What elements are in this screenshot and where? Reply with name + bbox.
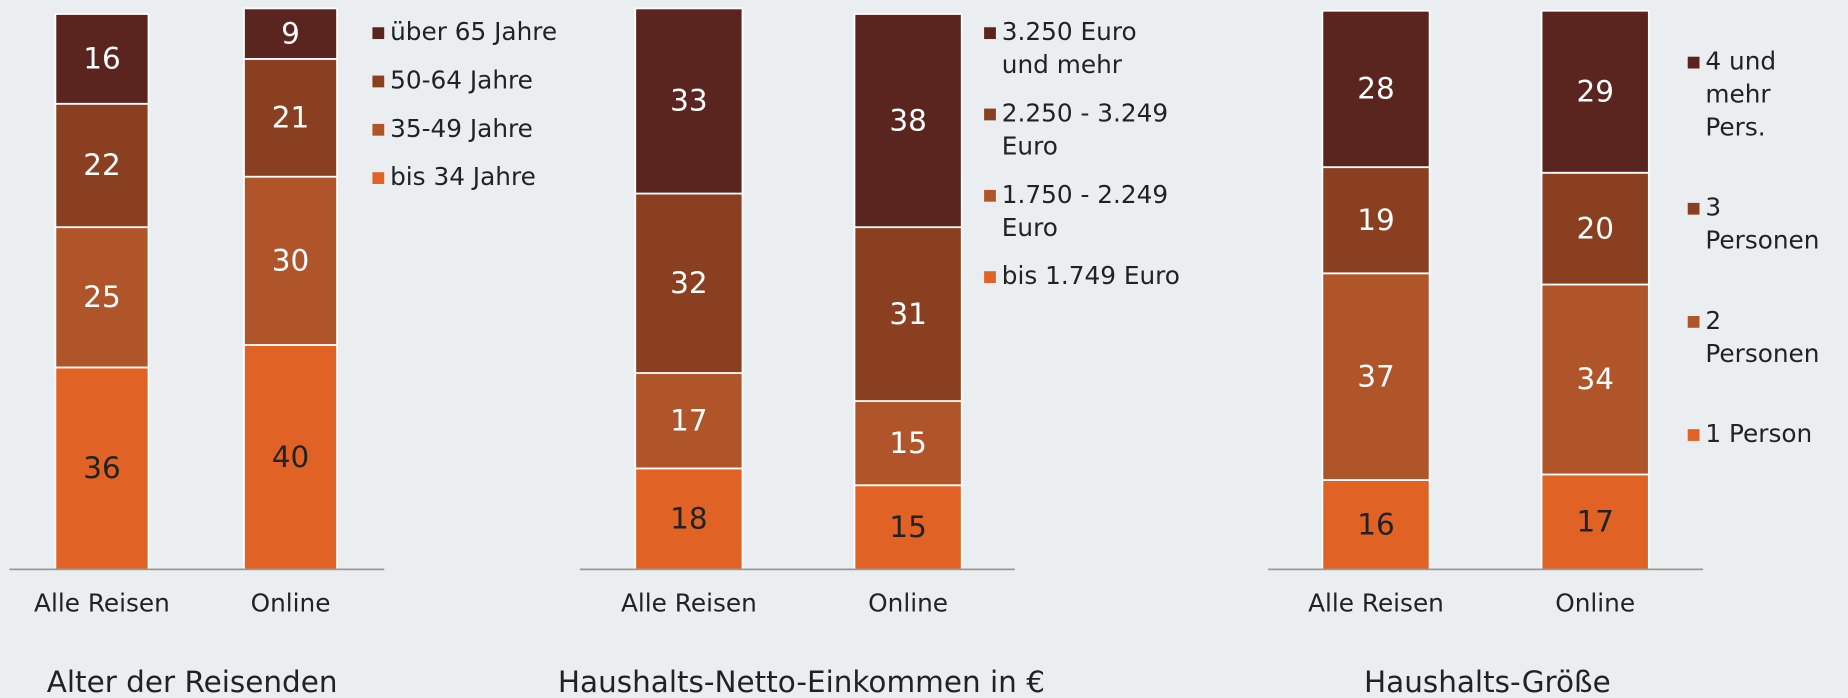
legend-marker: [984, 108, 996, 121]
bar-segment: [634, 467, 744, 571]
value-label: 37: [1357, 359, 1394, 393]
legend-label: bis 34 Jahre: [390, 162, 536, 191]
legend-marker: [1687, 56, 1700, 69]
legend-marker: [372, 27, 385, 40]
legend-marker: [1687, 316, 1700, 328]
value-label: 25: [83, 280, 120, 314]
bar-segment: [1540, 473, 1650, 571]
bar-segment: [1540, 9, 1650, 174]
value-label: 36: [83, 451, 120, 485]
bar-segment: [853, 484, 963, 571]
legend-marker: [984, 189, 996, 202]
value-label: 22: [83, 148, 120, 182]
x-tick-label: Alle Reisen: [1308, 589, 1444, 618]
legend-label: 3 Personen: [1705, 193, 1819, 255]
bar-segment: [1321, 9, 1431, 169]
bar-segment: [243, 57, 338, 178]
legend-marker: [372, 172, 385, 184]
legend-marker: [372, 75, 385, 88]
bar-segment: [54, 366, 150, 571]
legend-marker: [372, 123, 385, 136]
legend-label: 3.250 Euro und mehr: [1002, 17, 1145, 79]
value-label: 15: [889, 510, 926, 544]
legend-label: 2 Personen: [1705, 306, 1819, 368]
value-label: 17: [670, 403, 707, 437]
bar-segment: [1540, 283, 1650, 476]
legend-marker: [984, 271, 996, 283]
legend-label: 1.750 - 2.249 Euro: [1002, 180, 1176, 242]
legend-label: 50-64 Jahre: [390, 65, 533, 94]
bar-segment: [1321, 479, 1431, 571]
legend-label: bis 1.749 Euro: [1002, 261, 1180, 290]
value-label: 38: [889, 103, 926, 137]
value-label: 34: [1576, 362, 1613, 396]
bar-segment: [54, 226, 150, 369]
legend-label: 2.250 - 3.249 Euro: [1002, 98, 1176, 160]
legend-marker: [1687, 429, 1700, 441]
value-label: 16: [83, 42, 120, 76]
value-label: 29: [1576, 74, 1613, 108]
bar-segment: [1321, 166, 1431, 275]
legend-label: 35-49 Jahre: [390, 114, 533, 143]
value-label: 28: [1357, 72, 1394, 106]
value-label: 32: [670, 266, 707, 300]
legend-marker: [1687, 202, 1700, 215]
bar-segment: [243, 7, 338, 60]
legend-label: 4 und mehr Pers.: [1705, 47, 1784, 142]
legend-label: über 65 Jahre: [390, 17, 557, 46]
bar-segment: [634, 372, 744, 470]
value-label: 20: [1576, 211, 1613, 245]
value-label: 17: [1576, 505, 1613, 539]
bar-segment: [1321, 272, 1431, 481]
bar-segment: [853, 400, 963, 487]
value-label: 19: [1357, 203, 1394, 237]
bar-segment: [853, 226, 963, 402]
value-label: 30: [272, 244, 309, 278]
x-tick-label: Online: [251, 589, 331, 618]
bar-segment: [634, 7, 744, 195]
chart-title: Haushalts-Größe: [1364, 665, 1611, 698]
value-label: 18: [670, 502, 707, 536]
x-tick-label: Alle Reisen: [34, 589, 170, 618]
x-tick-label: Online: [1555, 589, 1635, 618]
legend-marker: [984, 27, 996, 40]
value-label: 33: [670, 84, 707, 118]
bar-segment: [634, 192, 744, 374]
bar-segment: [243, 344, 338, 571]
bar-segment: [243, 175, 338, 346]
chart-title: Alter der Reisenden: [47, 665, 338, 698]
chart-title: Haushalts-Netto-Einkommen in €: [558, 665, 1045, 698]
bar-segment: [853, 13, 963, 229]
value-label: 9: [281, 16, 300, 50]
value-label: 21: [272, 100, 309, 134]
value-label: 31: [889, 297, 926, 331]
value-label: 15: [889, 426, 926, 460]
bar-segment: [54, 13, 150, 105]
value-label: 16: [1357, 507, 1394, 541]
x-tick-label: Alle Reisen: [621, 589, 757, 618]
bar-segment: [1540, 171, 1650, 286]
x-tick-label: Online: [868, 589, 948, 618]
value-label: 40: [272, 440, 309, 474]
legend-label: 1 Person: [1705, 419, 1812, 448]
